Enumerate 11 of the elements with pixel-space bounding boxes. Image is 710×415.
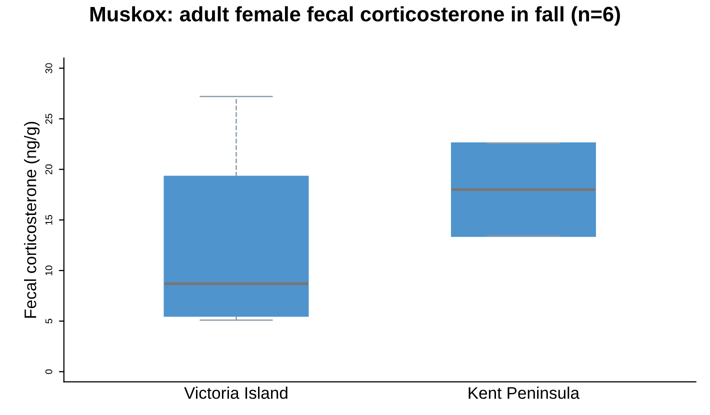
y-tick-label: 20 <box>45 164 52 174</box>
y-tick-label: 15 <box>45 214 52 225</box>
y-axis-title: Fecal corticosterone (ng/g) <box>24 122 40 318</box>
chart-title: Muskox: adult female fecal corticosterone in fall (n=6) <box>90 6 620 26</box>
y-tick-label: 10 <box>45 266 52 276</box>
x-tick-label: Victoria Island <box>184 386 288 399</box>
y-tick-label: 25 <box>45 114 52 124</box>
y-tick-label: 5 <box>45 318 52 324</box>
x-tick-label: Kent Peninsula <box>468 386 580 399</box>
y-tick-label: 30 <box>45 63 52 74</box>
y-tick-label: 0 <box>45 369 52 374</box>
